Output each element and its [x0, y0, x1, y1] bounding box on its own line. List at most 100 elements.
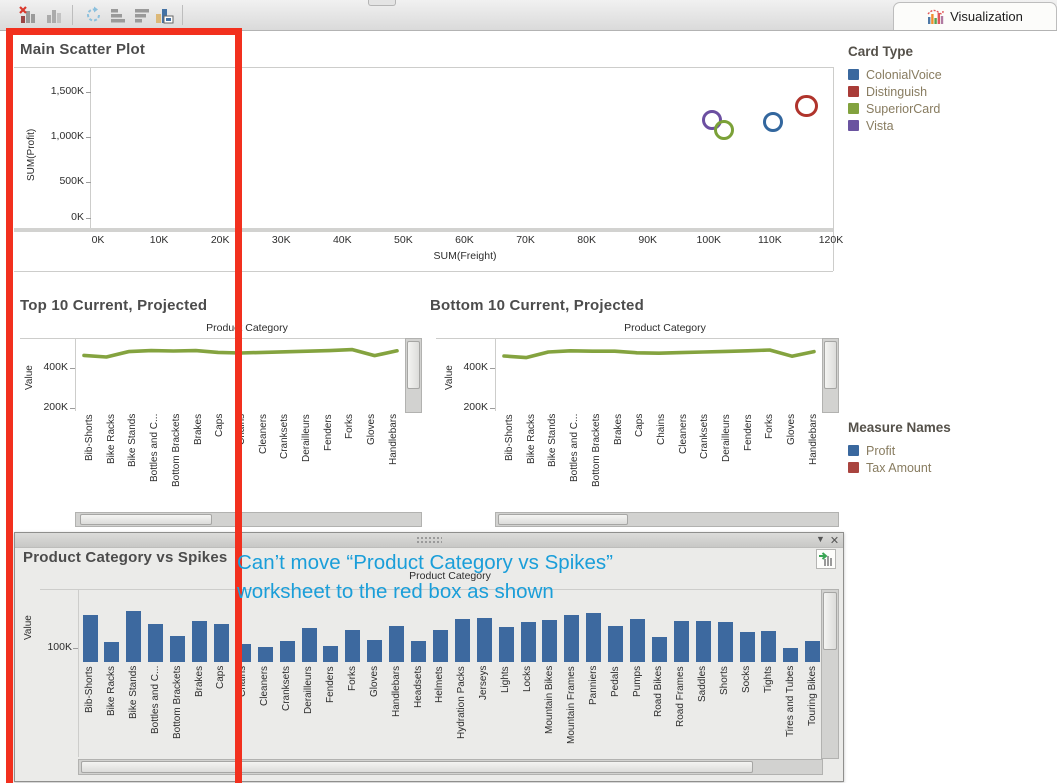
scatter-right-border	[833, 67, 834, 271]
category-label: Chains	[655, 414, 667, 446]
refresh-icon[interactable]	[84, 6, 104, 24]
go-to-worksheet-icon[interactable]	[816, 549, 836, 569]
bar-mark[interactable]	[411, 641, 426, 662]
category-label: Touring Bikes	[806, 666, 818, 727]
bar-mark[interactable]	[148, 624, 164, 662]
close-icon[interactable]: ✕	[829, 535, 840, 547]
bottom10-horizontal-scrollbar-thumb[interactable]	[498, 514, 628, 525]
bar-mark[interactable]	[783, 648, 799, 662]
legend-measure-names: Measure Names Profit Tax Amount	[848, 420, 1048, 476]
legend-item[interactable]: SuperiorCard	[848, 100, 1048, 117]
y-tick-label: 1,000K	[50, 130, 84, 142]
x-tick-label: 120K	[818, 234, 844, 246]
category-label: Gloves	[786, 414, 798, 446]
tick-mark	[86, 137, 91, 138]
bar-mark[interactable]	[805, 641, 821, 662]
bottom10-top-border	[436, 338, 822, 339]
legend-item[interactable]: Vista	[848, 117, 1048, 134]
category-label: Locks	[522, 666, 533, 693]
chart-error-icon[interactable]	[18, 6, 38, 24]
legend-item[interactable]: Profit	[848, 442, 1048, 459]
legend-measure-names-title: Measure Names	[848, 420, 951, 435]
category-label: Fenders	[324, 666, 336, 703]
bar-mark[interactable]	[82, 615, 98, 662]
x-tick-label: 70K	[516, 234, 535, 246]
bar-mark[interactable]	[257, 647, 273, 662]
legend-swatch	[848, 120, 859, 131]
spikes-vertical-scrollbar[interactable]	[821, 589, 839, 759]
bar-mark[interactable]	[520, 622, 536, 662]
tick-mark	[86, 182, 91, 183]
bar-mark[interactable]	[454, 619, 470, 662]
bar-mark[interactable]	[213, 624, 229, 662]
bar-mark[interactable]	[542, 620, 558, 662]
bar-mark[interactable]	[389, 626, 405, 662]
red-box-annotation	[6, 28, 242, 783]
bar-mark[interactable]	[564, 615, 580, 662]
bar-mark[interactable]	[279, 641, 295, 662]
panel-title: Product Category vs Spikes	[23, 549, 228, 566]
bar-mark[interactable]	[739, 632, 755, 662]
bar-mark[interactable]	[345, 630, 361, 662]
bar-mark[interactable]	[761, 631, 777, 662]
collapse-icon[interactable]: ▼	[816, 534, 825, 544]
tab-visualization[interactable]: Visualization	[893, 2, 1057, 30]
bar-mark[interactable]	[367, 640, 383, 662]
legend-item[interactable]: Distinguish	[848, 83, 1048, 100]
scatter-x-axis-line	[14, 228, 833, 232]
annotation-line-1: Can’t move “Product Category vs Spikes”	[237, 551, 613, 574]
bar-mark[interactable]	[651, 637, 667, 662]
chart-icon[interactable]	[44, 6, 64, 24]
sort-ascending-icon[interactable]	[108, 6, 128, 24]
top10-vertical-scrollbar-thumb[interactable]	[407, 341, 420, 389]
category-label: Pedals	[609, 666, 621, 697]
annotation-line-2: worksheet to the red box as shown	[237, 580, 554, 603]
bar-mark[interactable]	[104, 642, 120, 662]
bottom10-y-axis-title: Value	[444, 365, 455, 390]
category-label: Cleaners	[259, 666, 271, 707]
sort-descending-icon[interactable]	[132, 6, 152, 24]
spikes-vertical-scrollbar-thumb[interactable]	[823, 592, 837, 650]
scatter-y-axis-line	[90, 67, 91, 228]
bar-mark[interactable]	[586, 613, 602, 662]
scatter-point-distinguish[interactable]	[795, 94, 818, 117]
category-label: Cleaners	[257, 414, 269, 455]
bar-mark[interactable]	[498, 627, 514, 662]
bar-mark[interactable]	[170, 636, 186, 662]
highlight-labels-icon[interactable]	[154, 6, 174, 24]
panel-header[interactable]: ▼ ✕	[15, 533, 843, 548]
top10-vertical-scrollbar[interactable]	[405, 338, 422, 413]
bar-mark[interactable]	[432, 630, 448, 662]
x-tick-label: 60K	[455, 234, 474, 246]
scatter-x-axis-title: SUM(Freight)	[433, 250, 497, 262]
bar-mark[interactable]	[323, 646, 339, 662]
category-label: Brakes	[612, 414, 624, 446]
top10-axis-title: Product Category	[206, 322, 288, 334]
legend-item[interactable]: Tax Amount	[848, 459, 1048, 476]
bar-mark[interactable]	[673, 621, 689, 662]
scatter-point-superiorcard[interactable]	[714, 119, 735, 140]
bar-mark[interactable]	[717, 622, 733, 662]
bottom10-title: Bottom 10 Current, Projected	[430, 297, 644, 314]
bar-mark[interactable]	[192, 621, 207, 662]
bar-mark[interactable]	[301, 628, 317, 662]
y-tick-label: 0K	[71, 211, 84, 223]
bottom10-vertical-scrollbar[interactable]	[822, 338, 839, 413]
bar-mark[interactable]	[630, 619, 645, 662]
spikes-horizontal-scrollbar[interactable]	[78, 759, 823, 775]
bar-mark[interactable]	[126, 611, 142, 662]
top10-horizontal-scrollbar-thumb[interactable]	[80, 514, 212, 525]
bar-mark[interactable]	[476, 618, 492, 662]
bar-mark[interactable]	[695, 621, 711, 662]
legend-card-type: Card Type ColonialVoice Distinguish Superi…	[848, 44, 1048, 134]
category-label: Forks	[346, 666, 358, 691]
top10-horizontal-scrollbar[interactable]	[75, 512, 422, 527]
drag-grip-icon[interactable]	[416, 536, 442, 544]
legend-item[interactable]: ColonialVoice	[848, 66, 1048, 83]
scatter-point-colonialvoice[interactable]	[762, 111, 783, 132]
bottom10-horizontal-scrollbar[interactable]	[495, 512, 839, 527]
bottom10-vertical-scrollbar-thumb[interactable]	[824, 341, 837, 389]
spikes-horizontal-scrollbar-thumb[interactable]	[81, 761, 753, 773]
bar-mark[interactable]	[608, 626, 624, 662]
line-mark[interactable]	[496, 338, 822, 411]
